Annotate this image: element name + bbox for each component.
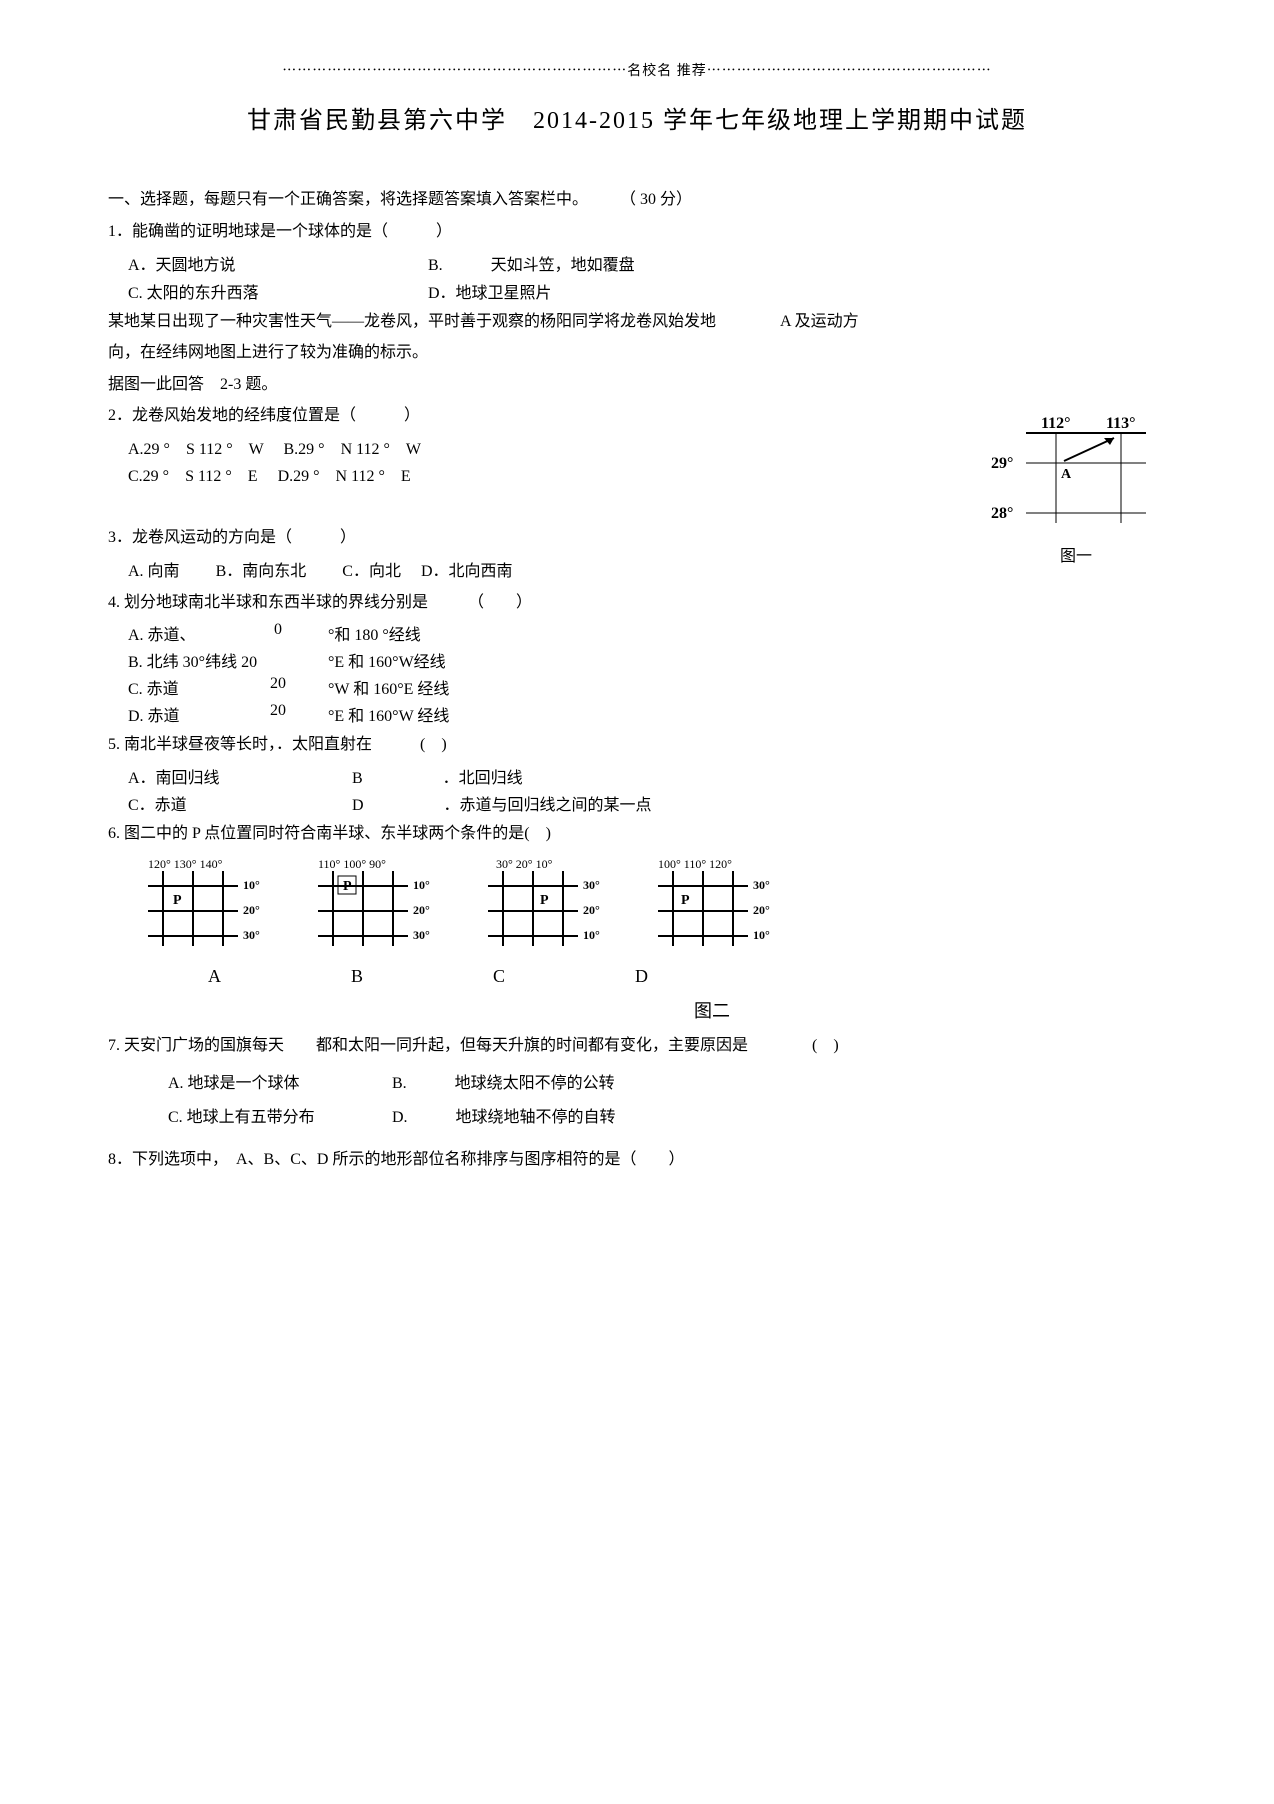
q2-opt-c: C.29 ° S 112 ° E	[128, 468, 258, 485]
q5-text: 5. 南北半球昼夜等长时，．太阳直射在 ( )	[108, 732, 1166, 758]
q7-opt-a: A. 地球是一个球体	[168, 1069, 388, 1093]
q4-opt-a-1: A. 赤道、	[128, 621, 228, 645]
q5-opt-b: B ．北回归线	[352, 770, 523, 787]
svg-text:10°: 10°	[413, 878, 430, 892]
svg-text:10°: 10°	[583, 928, 600, 942]
q1-opt-c: C. 太阳的东升西落	[128, 279, 388, 303]
q5-opt-d: D ．赤道与回归线之间的某一点	[352, 797, 652, 814]
q6-label-c: C	[493, 966, 505, 987]
q4-opt-b-1: B. 北纬 30°纬线 20	[128, 648, 328, 672]
q4-opt-d-2: 20	[228, 702, 328, 726]
svg-text:P: P	[173, 893, 182, 908]
q3-opt-b: B．南向东北	[216, 563, 307, 580]
q3-opt-c: C．向北	[342, 563, 401, 580]
fig2-label: 图二	[258, 997, 1166, 1023]
q6-label-b: B	[351, 966, 363, 987]
q1-opt-a: A．天圆地方说	[128, 251, 388, 275]
q6-grid-d: 100° 110° 120° 30° 20° 10° P	[648, 856, 788, 956]
passage-line2: 向，在经纬网地图上进行了较为准确的标示。	[108, 340, 1166, 366]
svg-text:100° 110° 120°: 100° 110° 120°	[658, 857, 732, 871]
fig1-lat2: 28°	[991, 505, 1013, 522]
svg-text:20°: 20°	[753, 903, 770, 917]
q6-grid-a: 120° 130° 140° 10° 20° 30° P	[138, 856, 278, 956]
fig1-lat1: 29°	[991, 455, 1013, 472]
q7-text: 7. 天安门广场的国旗每天 都和太阳一同升起，但每天升旗的时间都有变化，主要原因…	[108, 1033, 1166, 1059]
q6-label-a: A	[208, 966, 221, 987]
q1-opt-d: D．地球卫星照片	[428, 279, 552, 303]
section-header: 一、选择题，每题只有一个正确答案，将选择题答案填入答案栏中。 （ 30 分）	[108, 185, 1166, 209]
q6-text: 6. 图二中的 P 点位置同时符合南半球、东半球两个条件的是( )	[108, 821, 1166, 847]
q7-opt-c: C. 地球上有五带分布	[168, 1103, 388, 1127]
q2-opt-b: B.29 ° N 112 ° W	[284, 441, 422, 458]
q6-grid-b: 110° 100° 90° 10° 20° 30° P	[308, 856, 448, 956]
q2-opt-a: A.29 ° S 112 ° W	[128, 441, 263, 458]
passage-line3: 据图一此回答 2-3 题。	[108, 372, 1166, 398]
q4-opt-a-3: °和 180 °经线	[328, 621, 588, 645]
q3-opt-d: D．北向西南	[421, 563, 513, 580]
svg-text:20°: 20°	[243, 903, 260, 917]
q7-opt-b: B. 地球绕太阳不停的公转	[392, 1075, 615, 1092]
svg-text:P: P	[343, 879, 352, 894]
svg-text:110° 100° 90°: 110° 100° 90°	[318, 857, 386, 871]
svg-text:20°: 20°	[583, 903, 600, 917]
q6-label-d: D	[635, 966, 648, 987]
q4-opt-c-1: C. 赤道	[128, 675, 228, 699]
q7-opt-d: D. 地球绕地轴不停的自转	[392, 1109, 616, 1126]
q5-opt-c: C．赤道	[128, 791, 348, 815]
header-line: ⋯⋯⋯⋯⋯⋯⋯⋯⋯⋯⋯⋯⋯⋯⋯⋯⋯⋯⋯⋯⋯⋯⋯名校名 推荐⋯⋯⋯⋯⋯⋯⋯⋯⋯⋯⋯…	[108, 60, 1166, 80]
figure-1-svg: 112° 113° 29° 28° A	[986, 413, 1166, 533]
svg-text:30°: 30°	[583, 878, 600, 892]
svg-text:30°: 30°	[243, 928, 260, 942]
figure-2-row: 120° 130° 140° 10° 20° 30° P 110° 100° 9…	[138, 856, 1166, 956]
svg-text:10°: 10°	[753, 928, 770, 942]
svg-text:P: P	[681, 893, 690, 908]
q4-opt-b-3: °E 和 160°W经线	[328, 648, 588, 672]
svg-text:30° 20° 10°: 30° 20° 10°	[496, 857, 553, 871]
svg-text:120° 130° 140°: 120° 130° 140°	[148, 857, 223, 871]
q8-text: 8．下列选项中， A、B、C、D 所示的地形部位名称排序与图序相符的是（ ）	[108, 1147, 1166, 1173]
fig1-point-a: A	[1061, 467, 1072, 482]
figure-1: 112° 113° 29° 28° A 图一	[986, 413, 1166, 566]
fig1-label: 图一	[986, 542, 1166, 566]
svg-text:P: P	[540, 893, 549, 908]
passage-line1: 某地某日出现了一种灾害性天气——龙卷风，平时善于观察的杨阳同学将龙卷风始发地 A…	[108, 309, 1166, 335]
svg-text:30°: 30°	[753, 878, 770, 892]
q3-opt-a: A. 向南	[128, 563, 180, 580]
q4-opt-d-3: °E 和 160°W 经线	[328, 702, 588, 726]
q4-opt-d-1: D. 赤道	[128, 702, 228, 726]
page-title: 甘肃省民勤县第六中学 2014-2015 学年七年级地理上学期期中试题	[108, 100, 1166, 135]
q4-opt-c-2: 20	[228, 675, 328, 699]
svg-text:10°: 10°	[243, 878, 260, 892]
q4-opt-a-2: 0	[228, 621, 328, 645]
q1-text: 1．能确凿的证明地球是一个球体的是（ ）	[108, 219, 1166, 245]
q2-opt-d: D.29 ° N 112 ° E	[278, 468, 411, 485]
fig1-lon2: 113°	[1106, 415, 1136, 432]
fig1-lon1: 112°	[1041, 415, 1071, 432]
svg-text:30°: 30°	[413, 928, 430, 942]
q6-grid-c: 30° 20° 10° 30° 20° 10° P	[478, 856, 618, 956]
q5-opt-a: A．南回归线	[128, 764, 348, 788]
q4-text: 4. 划分地球南北半球和东西半球的界线分别是 （ ）	[108, 590, 1166, 616]
svg-text:20°: 20°	[413, 903, 430, 917]
q1-opt-b: B. 天如斗笠，地如覆盘	[428, 251, 635, 275]
q4-opt-c-3: °W 和 160°E 经线	[328, 675, 588, 699]
